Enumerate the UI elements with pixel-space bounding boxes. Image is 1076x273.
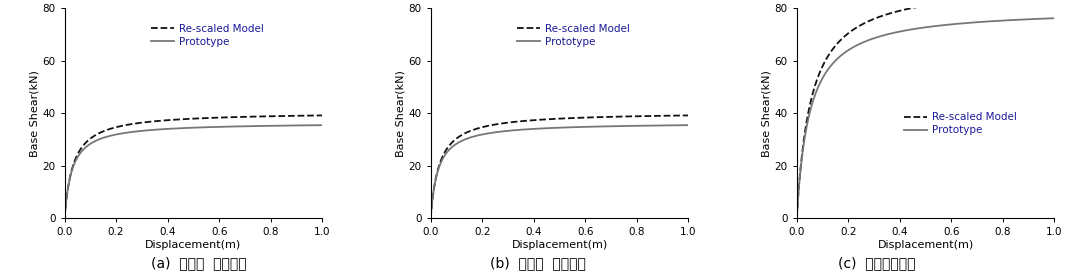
Text: (c)  종합신호등주: (c) 종합신호등주 [838, 256, 916, 270]
Prototype [252, 124, 265, 128]
Line: Re-scaled Model: Re-scaled Model [430, 115, 689, 218]
Re-scaled Model [103, 127, 116, 130]
Re-scaled Model [541, 118, 554, 121]
Prototype [174, 127, 187, 130]
Re-scaled Model [619, 115, 632, 118]
Re-scaled Model [230, 115, 243, 119]
Re-scaled Model [174, 118, 187, 121]
Prototype [985, 20, 997, 23]
Re-scaled Model [424, 217, 437, 220]
Re-scaled Model [125, 123, 138, 126]
Line: Re-scaled Model: Re-scaled Model [65, 115, 323, 218]
Prototype [470, 134, 483, 138]
Text: (a)  단방향  신호등주: (a) 단방향 신호등주 [152, 256, 246, 270]
X-axis label: Displacement(m): Displacement(m) [145, 240, 242, 250]
Prototype [856, 41, 869, 44]
Re-scaled Model [252, 115, 265, 118]
Re-scaled Model [470, 127, 483, 130]
Prototype [619, 124, 632, 128]
Re-scaled Model [856, 22, 869, 26]
Re-scaled Model [210, 116, 223, 119]
Prototype [316, 123, 329, 127]
Re-scaled Model [907, 6, 920, 9]
Prototype [491, 130, 504, 134]
Text: (b)  양방향  신호등주: (b) 양방향 신호등주 [490, 256, 586, 270]
Prototype [230, 125, 243, 128]
Re-scaled Model [790, 217, 803, 220]
Prototype [576, 125, 589, 129]
Re-scaled Model [58, 217, 71, 220]
Prototype [1048, 17, 1061, 20]
Prototype [836, 53, 849, 56]
Prototype [596, 125, 609, 128]
Prototype [907, 28, 920, 31]
Re-scaled Model [576, 116, 589, 119]
Prototype [424, 217, 437, 220]
Re-scaled Model [316, 114, 329, 117]
Line: Prototype: Prototype [796, 18, 1054, 218]
Prototype [682, 123, 695, 127]
Re-scaled Model [962, 0, 975, 2]
Prototype [943, 23, 955, 26]
Prototype [103, 134, 116, 138]
Legend: Re-scaled Model, Prototype: Re-scaled Model, Prototype [513, 20, 635, 51]
Prototype [125, 130, 138, 134]
Re-scaled Model [682, 114, 695, 117]
Y-axis label: Base Shear(kN): Base Shear(kN) [762, 70, 771, 157]
Re-scaled Model [596, 115, 609, 119]
Re-scaled Model [943, 1, 955, 4]
Legend: Re-scaled Model, Prototype: Re-scaled Model, Prototype [900, 108, 1021, 140]
Legend: Re-scaled Model, Prototype: Re-scaled Model, Prototype [147, 20, 268, 51]
Prototype [58, 217, 71, 220]
X-axis label: Displacement(m): Displacement(m) [877, 240, 974, 250]
Line: Prototype: Prototype [65, 125, 323, 218]
Y-axis label: Base Shear(kN): Base Shear(kN) [396, 70, 406, 157]
Prototype [210, 125, 223, 129]
Y-axis label: Base Shear(kN): Base Shear(kN) [30, 70, 40, 157]
Re-scaled Model [836, 37, 849, 40]
Line: Prototype: Prototype [430, 125, 689, 218]
Re-scaled Model [491, 123, 504, 126]
Line: Re-scaled Model: Re-scaled Model [796, 0, 1054, 218]
Prototype [790, 217, 803, 220]
Prototype [541, 127, 554, 130]
Prototype [962, 21, 975, 25]
X-axis label: Displacement(m): Displacement(m) [511, 240, 608, 250]
